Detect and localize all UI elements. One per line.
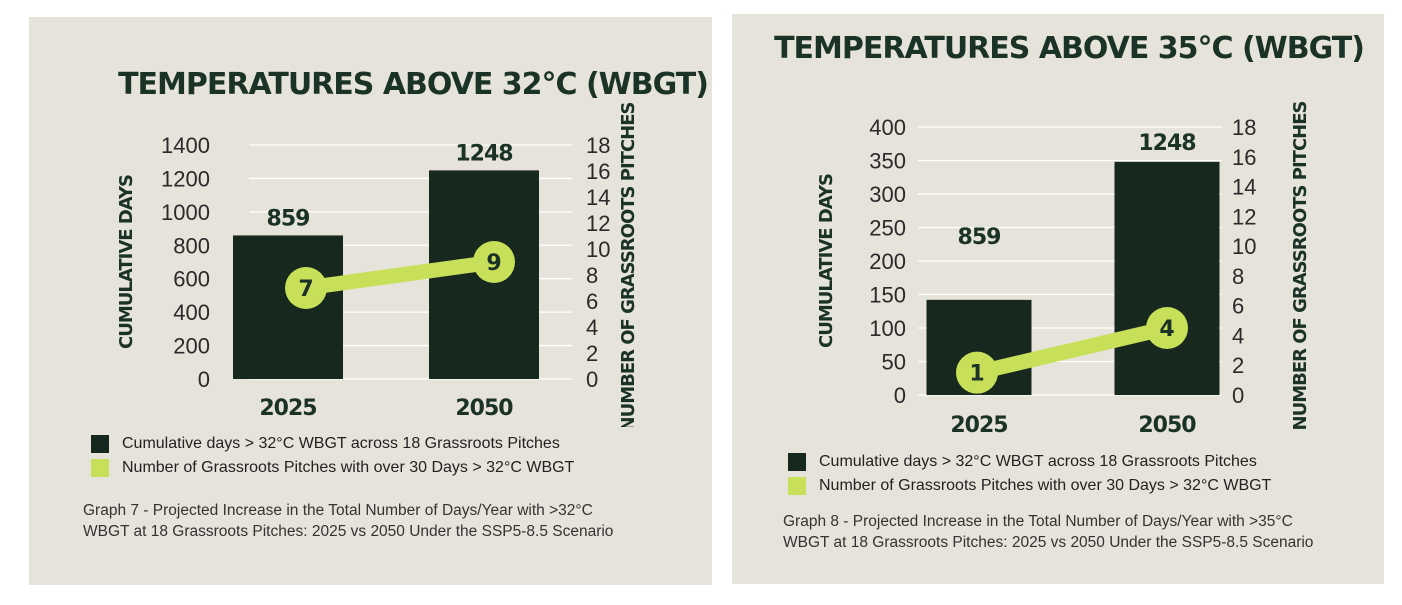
y-axis-title-right: NUMBER OF GRASSROOTS PITCHES xyxy=(1290,101,1311,430)
y-tick-label-left: 1000 xyxy=(161,200,210,225)
y-tick-label-left: 200 xyxy=(869,249,906,274)
chart-panel-graph-8: TEMPERATURES ABOVE 35°C (WBGT) 0 50 100 150 2… xyxy=(732,14,1384,584)
bar-value-label: 859 xyxy=(958,225,1001,250)
point-value-label: 7 xyxy=(298,277,313,302)
y-tick-label-right: 14 xyxy=(586,185,610,210)
y-tick-label-left: 300 xyxy=(869,182,906,207)
x-category-label: 2025 xyxy=(259,396,316,421)
bar-value-label: 859 xyxy=(267,206,310,231)
y-tick-label-right: 14 xyxy=(1232,175,1256,200)
line-point xyxy=(956,351,998,394)
y-tick-label-left: 250 xyxy=(869,216,906,241)
chart-graph-7: TEMPERATURES ABOVE 32°C (WBGT) 0 200 400 600… xyxy=(116,67,709,427)
y-tick-label-left: 600 xyxy=(173,267,210,292)
bar xyxy=(233,235,343,379)
y-axis-title-right: NUMBER OF GRASSROOTS PITCHES xyxy=(618,102,639,427)
y-tick-label-right: 2 xyxy=(1232,353,1244,378)
y-tick-label-right: 18 xyxy=(586,133,610,158)
y-tick-label-right: 4 xyxy=(586,315,598,340)
legend-label: Cumulative days > 32°C WBGT across 18 Gr… xyxy=(122,435,560,452)
bar-value-label: 1248 xyxy=(1138,131,1195,156)
y-tick-label-left: 0 xyxy=(198,367,210,392)
y-tick-label-right: 12 xyxy=(586,211,610,236)
legend-swatch-bar xyxy=(788,453,806,471)
y-tick-label-right: 16 xyxy=(1232,145,1256,170)
legend: Cumulative days > 32°C WBGT across 18 Gr… xyxy=(91,432,574,480)
y-tick-label-right: 4 xyxy=(1232,323,1244,348)
y-tick-label-right: 0 xyxy=(586,367,598,392)
y-tick-label-right: 6 xyxy=(586,289,598,314)
legend-item-bars: Cumulative days > 32°C WBGT across 18 Gr… xyxy=(91,432,574,456)
series-line xyxy=(969,320,1175,381)
y-tick-label-right: 8 xyxy=(586,263,598,288)
legend-item-line: Number of Grassroots Pitches with over 3… xyxy=(788,474,1271,498)
y-axis-title-left: CUMULATIVE DAYS xyxy=(116,175,137,349)
y-tick-label-left: 50 xyxy=(882,350,906,375)
y-tick-label-left: 0 xyxy=(894,383,906,408)
bar xyxy=(1114,161,1220,395)
legend-item-bars: Cumulative days > 32°C WBGT across 18 Gr… xyxy=(788,450,1271,474)
legend-label: Number of Grassroots Pitches with over 3… xyxy=(819,477,1272,494)
line-point xyxy=(285,267,327,309)
legend-swatch-line xyxy=(788,477,806,495)
chart-panel-graph-7: TEMPERATURES ABOVE 32°C (WBGT) 0 200 400 600… xyxy=(29,17,712,585)
y-tick-label-left: 1200 xyxy=(161,166,210,191)
line-point xyxy=(1146,307,1188,349)
legend: Cumulative days > 32°C WBGT across 18 Gr… xyxy=(788,450,1271,498)
y-tick-label-right: 0 xyxy=(1232,383,1244,408)
y-tick-label-left: 200 xyxy=(173,334,210,359)
y-tick-label-left: 350 xyxy=(869,149,906,174)
chart-title: TEMPERATURES ABOVE 35°C (WBGT) xyxy=(774,31,1364,66)
legend-label: Number of Grassroots Pitches with over 3… xyxy=(122,459,575,476)
point-value-label: 4 xyxy=(1159,317,1174,342)
y-tick-label-left: 100 xyxy=(869,316,906,341)
chart-title: TEMPERATURES ABOVE 32°C (WBGT) xyxy=(118,67,708,102)
y-tick-label-right: 16 xyxy=(586,159,610,184)
y-tick-label-right: 6 xyxy=(1232,294,1244,319)
legend-label: Cumulative days > 32°C WBGT across 18 Gr… xyxy=(819,453,1257,470)
point-value-label: 9 xyxy=(486,251,501,276)
y-tick-label-left: 1400 xyxy=(161,133,210,158)
y-tick-label-left: 400 xyxy=(173,300,210,325)
legend-swatch-bar xyxy=(91,435,109,453)
chart-caption: Graph 7 - Projected Increase in the Tota… xyxy=(83,502,614,540)
bar-value-label: 1248 xyxy=(455,141,512,166)
legend-item-line: Number of Grassroots Pitches with over 3… xyxy=(91,456,574,480)
y-tick-label-right: 12 xyxy=(1232,204,1256,229)
y-tick-label-right: 10 xyxy=(1232,234,1256,259)
legend-swatch-line xyxy=(91,459,109,477)
y-tick-label-right: 8 xyxy=(1232,264,1244,289)
y-axis-title-left: CUMULATIVE DAYS xyxy=(816,174,837,348)
y-tick-label-right: 2 xyxy=(586,341,598,366)
y-tick-label-right: 18 xyxy=(1232,115,1256,140)
point-value-label: 1 xyxy=(969,362,984,387)
series-line xyxy=(298,254,502,296)
y-tick-label-left: 150 xyxy=(869,283,906,308)
x-category-label: 2025 xyxy=(950,413,1007,438)
y-tick-label-left: 400 xyxy=(869,115,906,140)
chart-caption: Graph 8 - Projected Increase in the Tota… xyxy=(783,513,1314,551)
x-category-label: 2050 xyxy=(1138,413,1196,438)
y-tick-label-left: 800 xyxy=(173,233,210,258)
line-point xyxy=(473,241,515,283)
chart-graph-8: TEMPERATURES ABOVE 35°C (WBGT)0501001502… xyxy=(774,31,1365,438)
y-tick-label-right: 10 xyxy=(586,237,610,262)
x-category-label: 2050 xyxy=(455,396,513,421)
